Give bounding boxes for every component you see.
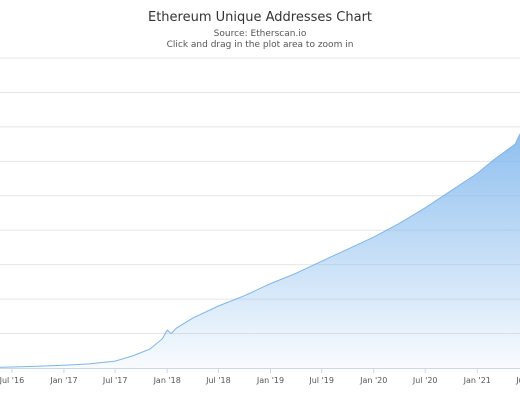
chart-zoom-hint: Click and drag in the plot area to zoom … [167,40,354,50]
x-tick-label: Jan '19 [256,376,284,385]
x-tick-label: Jul '19 [308,376,334,385]
x-tick-label: Jul '20 [412,376,438,385]
chart-title: Ethereum Unique Addresses Chart [148,10,372,25]
x-tick-label: Jan '20 [359,376,387,385]
series-area-0 [0,133,520,368]
x-tick-label: Jan '21 [463,376,491,385]
x-tick-label: Jul '21 [515,376,520,385]
x-tick-label: Jul '18 [205,376,231,385]
x-tick-label: Jan '18 [153,376,181,385]
grid-lines [0,57,520,335]
x-tick-label: Jul '17 [102,376,128,385]
series-line-0 [0,133,520,368]
plot-area[interactable] [0,133,520,368]
chart-source-subtitle: Source: Etherscan.io [214,29,307,39]
x-tick-label: Jan '17 [49,376,77,385]
x-axis: Jul '16 Jan '17 Jul '17 Jan '18 Jul '18 Jan '… [0,368,520,385]
x-tick-label: Jul '16 [0,376,24,385]
